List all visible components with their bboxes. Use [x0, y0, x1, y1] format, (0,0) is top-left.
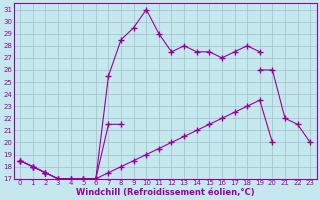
X-axis label: Windchill (Refroidissement éolien,°C): Windchill (Refroidissement éolien,°C) [76, 188, 254, 197]
